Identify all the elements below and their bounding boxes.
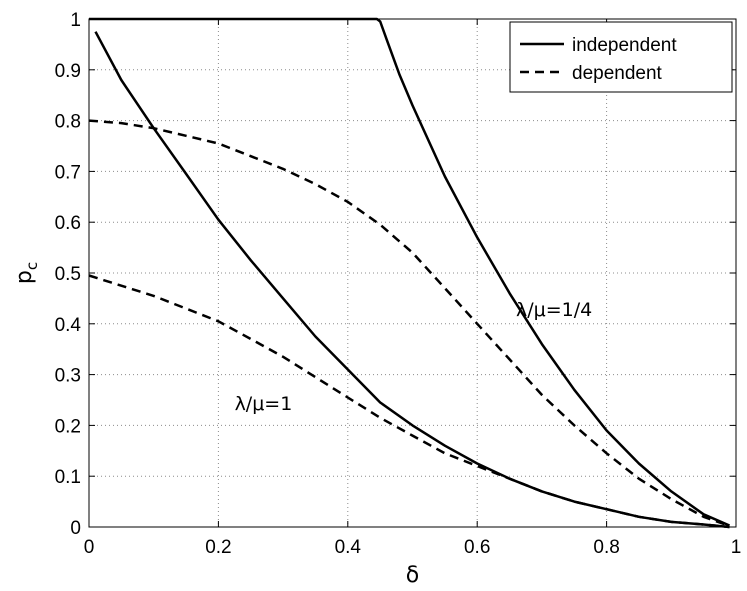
y-tick-label-0: 0 — [70, 518, 81, 539]
x-tick-label-2: 0.4 — [335, 537, 362, 558]
y-axis-label: pc — [12, 262, 41, 284]
x-tick-label-4: 0.8 — [593, 537, 619, 558]
x-axis-label: δ — [406, 563, 419, 588]
y-tick-label-3: 0.3 — [55, 366, 81, 387]
tick-marks — [88, 18, 737, 528]
x-tick-label-3: 0.6 — [464, 537, 490, 558]
legend-box — [509, 21, 733, 93]
legend: independent dependent — [509, 21, 733, 93]
y-tick-label-4: 0.4 — [55, 315, 82, 336]
legend-label-independent: independent — [572, 35, 677, 56]
grid — [89, 19, 736, 527]
y-tick-label-7: 0.7 — [55, 162, 81, 183]
y-tick-label-1: 0.1 — [55, 467, 81, 488]
tick-labels: 0 0.2 0.4 0.6 0.8 1 0 0.1 0.2 0.3 0.4 0.5 0.6 0.7 0.8 0… — [55, 10, 742, 558]
x-tick-label-5: 1 — [731, 537, 742, 558]
y-tick-label-2: 0.2 — [55, 416, 81, 437]
y-tick-label-10: 1 — [70, 10, 81, 31]
y-tick-label-6: 0.6 — [55, 213, 81, 234]
plot-frame — [88, 18, 737, 528]
series-line-1-dashed — [88, 119, 730, 528]
x-tick-label-1: 0.2 — [205, 537, 231, 558]
y-tick-label-8: 0.8 — [55, 112, 81, 133]
legend-label-dependent: dependent — [572, 63, 663, 84]
series-line-3-dashed — [88, 274, 730, 529]
y-tick-label-9: 0.9 — [55, 61, 81, 82]
y-axis-label-subscript: c — [23, 262, 41, 270]
series-line-0-solid — [89, 17, 730, 527]
annotation-lambda-mu-quarter: λ/μ=1/4 — [516, 299, 592, 321]
x-tick-label-0: 0 — [84, 537, 95, 558]
y-tick-label-5: 0.5 — [55, 264, 81, 285]
annotation-lambda-mu-one: λ/μ=1 — [235, 393, 293, 415]
y-axis-label-main: p — [12, 270, 37, 284]
